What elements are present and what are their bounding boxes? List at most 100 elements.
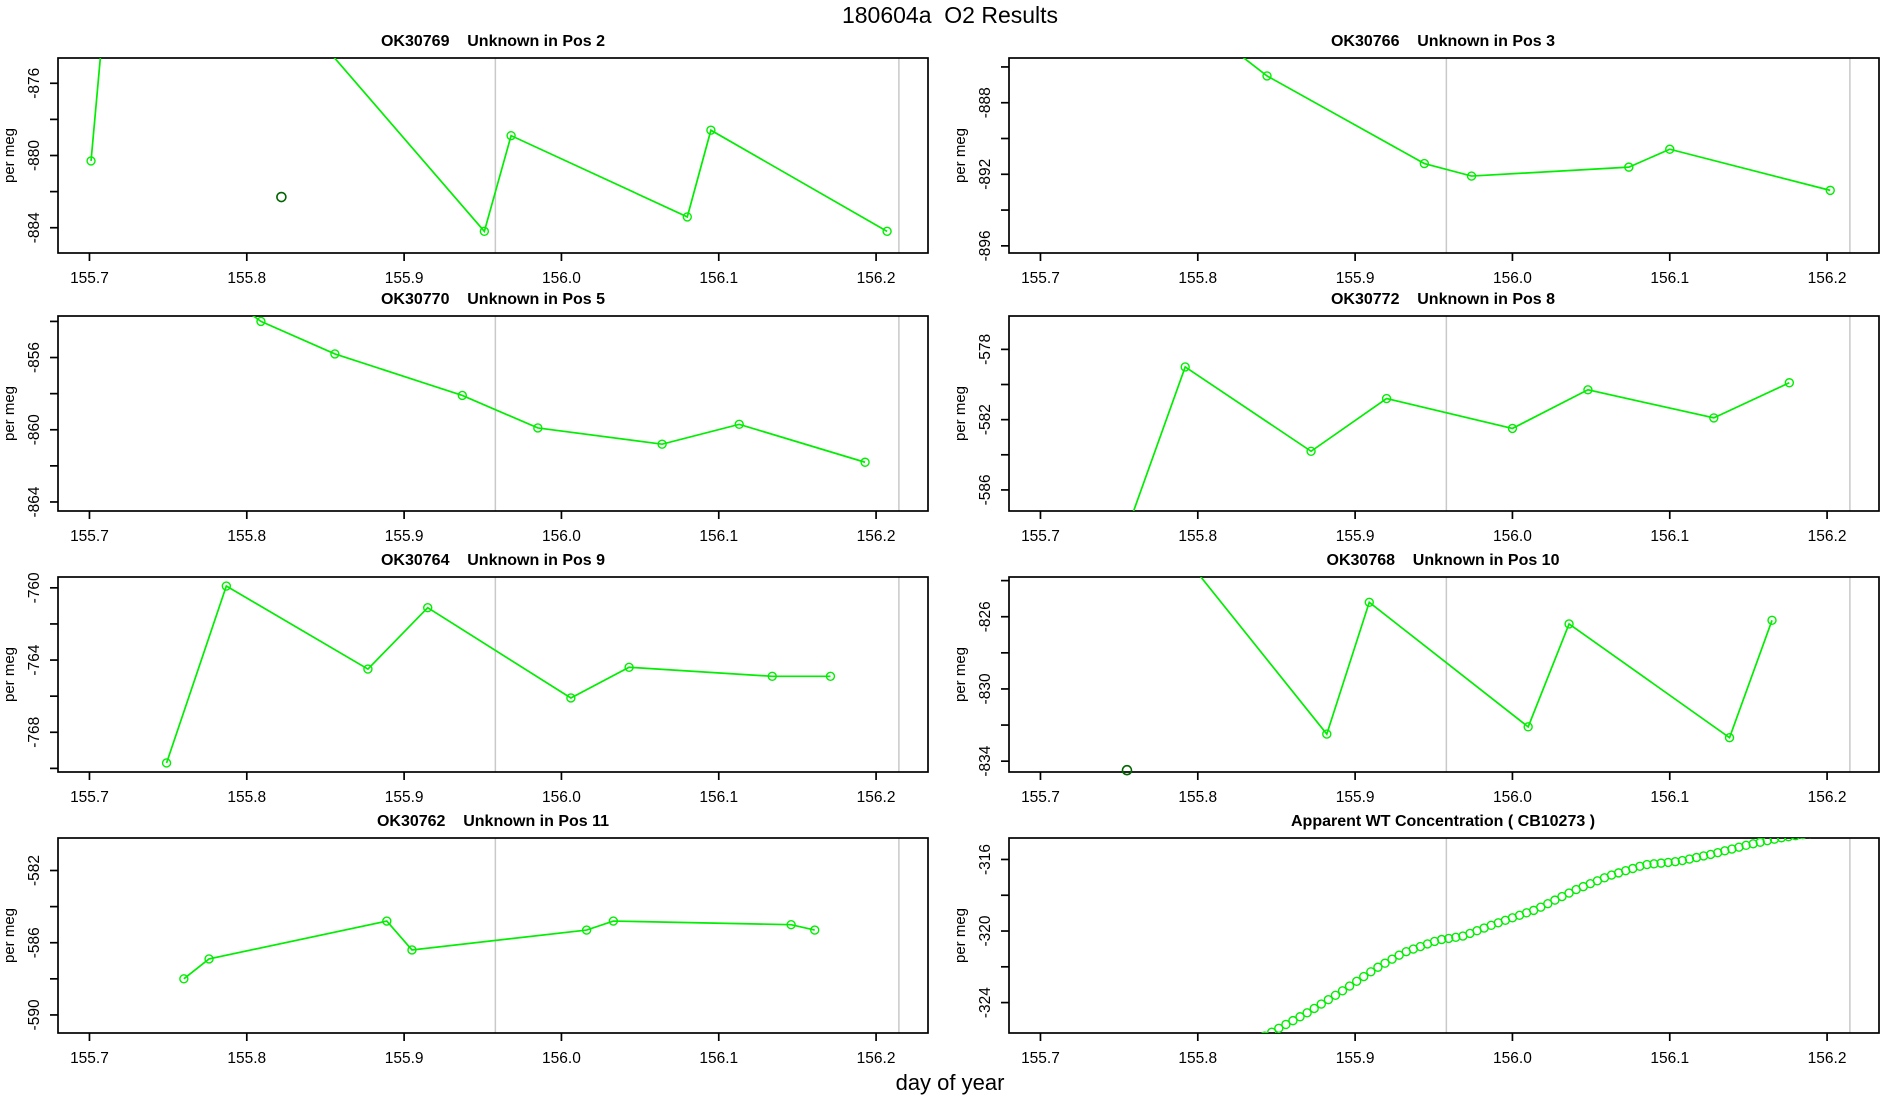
- data-point: [1419, 158, 1430, 169]
- subplot-ok30768: OK30768 Unknown in Pos 10 155.7 155.8 155.…: [950, 519, 1900, 819]
- y-tick-label: -896: [977, 230, 994, 261]
- x-tick-label: 155.9: [385, 270, 424, 287]
- y-tick-label: -880: [26, 140, 43, 171]
- x-tick-label: 155.9: [1336, 789, 1375, 806]
- data-point: [221, 581, 232, 591]
- plot-border: [57, 576, 929, 773]
- data-point: [1295, 1012, 1305, 1022]
- data-point: [1767, 615, 1777, 626]
- x-tick-label: 155.9: [1336, 270, 1375, 287]
- data-series-line: [252, 316, 866, 464]
- y-tick-label: -760: [26, 572, 43, 603]
- data-point: [1180, 362, 1190, 372]
- data-point: [1670, 856, 1680, 867]
- x-tick-label: 155.9: [385, 789, 424, 806]
- y-axis-label: per meg: [952, 647, 969, 702]
- x-tick-label: 155.8: [1178, 1050, 1217, 1067]
- data-point: [161, 758, 172, 768]
- subplot-canvas-cb10273: 155.7 155.8 155.9 156.0 156.1 156.2 -324 -320 -3…: [952, 827, 1880, 1067]
- data-point: [825, 671, 836, 682]
- data-point: [204, 954, 214, 964]
- data-point: [1387, 954, 1397, 964]
- subplot-title: OK30772 Unknown in Pos 8: [1330, 291, 1556, 308]
- data-series-line: [183, 920, 815, 980]
- y-tick-label: -586: [977, 474, 994, 505]
- data-point: [1523, 722, 1533, 732]
- x-tick-label: 155.7: [70, 528, 109, 545]
- data-point: [1663, 857, 1673, 868]
- data-series-line: [1132, 365, 1790, 511]
- y-tick-label: -320: [977, 915, 994, 946]
- data-point: [1825, 185, 1835, 196]
- data-point: [1709, 413, 1719, 423]
- y-axis-label: per meg: [1, 647, 18, 702]
- plot-border: [57, 57, 929, 254]
- data-point: [1656, 858, 1666, 868]
- x-tick-label: 156.2: [1808, 1050, 1847, 1067]
- y-tick-label: -586: [26, 927, 43, 958]
- x-tick-label: 156.2: [1808, 270, 1847, 287]
- x-tick-label: 156.0: [1493, 1050, 1532, 1067]
- subplot-canvas-ok30764: 155.7 155.8 155.9 156.0 156.1 156.2 -768 -764 -7…: [1, 572, 929, 806]
- data-point: [423, 602, 433, 613]
- y-tick-label: -834: [977, 745, 994, 776]
- data-point: [330, 349, 340, 359]
- data-point: [1194, 18, 1202, 26]
- data-point: [1784, 378, 1795, 388]
- data-series-line: [90, 58, 888, 234]
- data-point: [767, 671, 777, 682]
- data-point: [1288, 1015, 1298, 1026]
- subplot-ok30769: OK30769 Unknown in Pos 2 155.7 155.8 155.9…: [0, 0, 950, 300]
- plot-border: [57, 837, 929, 1034]
- data-point: [1820, 827, 1828, 835]
- data-point: [479, 226, 490, 237]
- data-point: [608, 916, 619, 926]
- data-point: [1281, 1019, 1291, 1030]
- plot-border: [1008, 837, 1880, 1034]
- y-axis-label: per meg: [952, 386, 969, 441]
- x-tick-label: 156.0: [1493, 270, 1532, 287]
- data-point: [1364, 597, 1374, 607]
- data-point: [1323, 994, 1334, 1005]
- subplot-ok30762: OK30762 Unknown in Pos 11 155.7 155.8 155.…: [0, 780, 950, 1080]
- subplot-title: OK30770 Unknown in Pos 5: [380, 291, 606, 308]
- data-point: [734, 419, 744, 430]
- data-point: [363, 664, 373, 674]
- data-point: [1624, 162, 1634, 172]
- y-tick-label: -892: [977, 159, 994, 190]
- subplot-canvas-ok30762: 155.7 155.8 155.9 156.0 156.1 156.2 -590 -586 -5…: [1, 837, 929, 1067]
- data-point: [1274, 1023, 1284, 1033]
- data-point: [1784, 838, 1794, 842]
- y-tick-label: -830: [977, 673, 994, 704]
- figure-title: 180604a O2 Results: [841, 2, 1059, 28]
- outlier-point: [276, 191, 287, 203]
- x-tick-label: 155.8: [227, 1050, 266, 1067]
- x-tick-label: 156.0: [542, 270, 581, 287]
- plot-border: [57, 315, 929, 512]
- data-point: [1316, 999, 1326, 1009]
- data-point: [1451, 932, 1461, 943]
- data-point: [566, 693, 576, 703]
- y-tick-label: -856: [26, 342, 43, 373]
- x-tick-label: 155.7: [1021, 270, 1060, 287]
- x-tick-label: 156.1: [1650, 1050, 1689, 1067]
- subplot-canvas-ok30770: 155.7 155.8 155.9 156.0 156.1 156.2 -864 -860 -8…: [1, 315, 929, 545]
- data-point: [1322, 729, 1332, 739]
- x-tick-label: 156.2: [1808, 789, 1847, 806]
- data-point: [1808, 838, 1812, 839]
- data-point: [1769, 838, 1780, 844]
- data-point: [1302, 1008, 1312, 1018]
- subplot-title: OK30769 Unknown in Pos 2: [380, 33, 606, 50]
- y-tick-label: -764: [26, 644, 43, 675]
- data-point: [1436, 934, 1447, 945]
- x-tick-label: 156.1: [699, 1050, 738, 1067]
- x-tick-label: 156.2: [1808, 528, 1847, 545]
- x-tick-label: 156.1: [699, 789, 738, 806]
- x-tick-label: 156.0: [1493, 789, 1532, 806]
- subplot-title: OK30768 Unknown in Pos 10: [1326, 552, 1560, 569]
- x-tick-label: 155.7: [70, 789, 109, 806]
- data-point: [1564, 619, 1574, 629]
- data-point: [1262, 71, 1272, 81]
- data-point: [1261, 1031, 1269, 1033]
